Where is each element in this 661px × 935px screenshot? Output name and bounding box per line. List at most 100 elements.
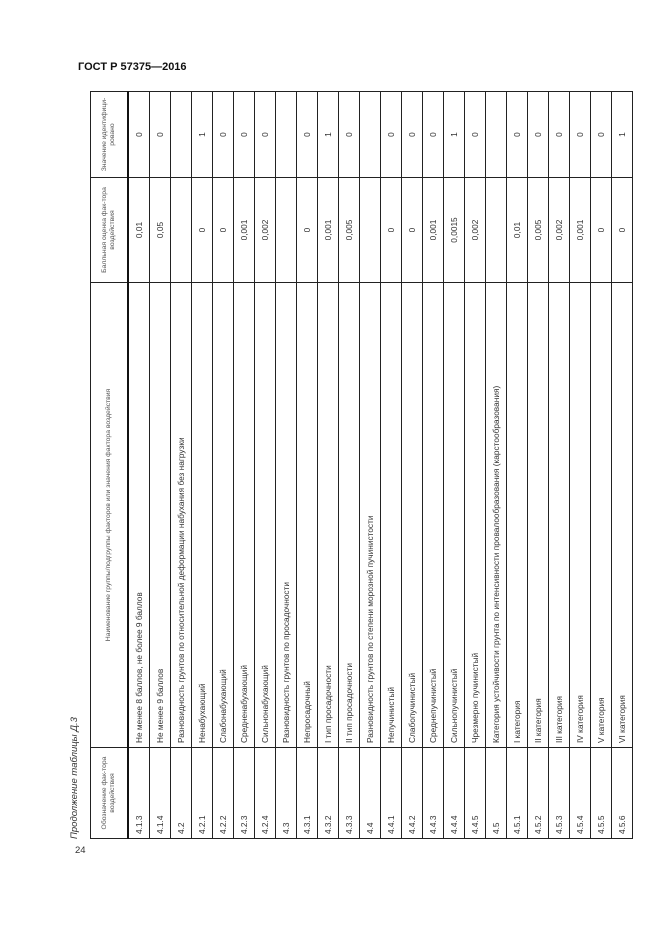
cell-value: 0 bbox=[254, 91, 276, 178]
cell-score bbox=[170, 177, 192, 283]
table-row: 4.2.2 Слабонабухающий 0 0 bbox=[212, 91, 234, 839]
cell-value: 0 bbox=[422, 91, 444, 178]
table-row: 4.5.3 III категория 0,002 0 bbox=[548, 91, 570, 839]
cell-score: 0,002 bbox=[464, 177, 486, 283]
cell-name: Чрезмерно пучинистый bbox=[464, 282, 486, 748]
table-row: 4.5.2 II категория 0,005 0 bbox=[527, 91, 549, 839]
cell-code: 4.3 bbox=[275, 747, 297, 839]
cell-value: 0 bbox=[212, 91, 234, 178]
cell-value: 0 bbox=[506, 91, 528, 178]
cell-name: IV категория bbox=[569, 282, 591, 748]
table-row: 4.2.3 Средненабухающий 0,001 0 bbox=[233, 91, 255, 839]
cell-score: 0,001 bbox=[422, 177, 444, 283]
cell-name: Средненабухающий bbox=[233, 282, 255, 748]
cell-score bbox=[485, 177, 507, 283]
cell-value bbox=[170, 91, 192, 178]
table-row: 4.4.1 Непучинистый 0 0 bbox=[380, 91, 402, 839]
cell-code: 4.4 bbox=[359, 747, 381, 839]
cell-value: 0 bbox=[128, 91, 150, 178]
table-row: 4.1.4 Не менее 9 баллов 0,05 0 bbox=[149, 91, 171, 839]
cell-value: 0 bbox=[401, 91, 423, 178]
table-row: 4.2 Разновидность грунтов по относительно… bbox=[170, 91, 192, 839]
cell-name: II категория bbox=[527, 282, 549, 748]
cell-value: 1 bbox=[443, 91, 465, 178]
cell-score bbox=[359, 177, 381, 283]
cell-name: Ненабухающий bbox=[191, 282, 213, 748]
table-row: 4.3 Разновидность грунтов по просадочност… bbox=[275, 91, 297, 839]
table-header-row: Обозначение фак-тора воздействия Наимено… bbox=[90, 91, 128, 839]
table-row: 4.4.3 Среднепучинистый 0,001 0 bbox=[422, 91, 444, 839]
factors-table: Обозначение фак-тора воздействия Наимено… bbox=[90, 91, 633, 839]
cell-name: III категория bbox=[548, 282, 570, 748]
cell-score: 0 bbox=[401, 177, 423, 283]
cell-value bbox=[485, 91, 507, 178]
cell-value: 1 bbox=[317, 91, 339, 178]
cell-value: 0 bbox=[149, 91, 171, 178]
rotated-table: Обозначение фак-тора воздействия Наимено… bbox=[90, 91, 633, 839]
page-number: 24 bbox=[75, 845, 86, 856]
cell-score: 0 bbox=[212, 177, 234, 283]
cell-name: Разновидность грунтов по относительной д… bbox=[170, 282, 192, 748]
column-header-score: Балльная оценка фак-тора воздействия bbox=[90, 177, 128, 283]
cell-code: 4.4.3 bbox=[422, 747, 444, 839]
table-row: 4.4.5 Чрезмерно пучинистый 0,002 0 bbox=[464, 91, 486, 839]
cell-code: 4.5.4 bbox=[569, 747, 591, 839]
table-row: 4.3.1 Непросадочный 0 0 bbox=[296, 91, 318, 839]
cell-value bbox=[275, 91, 297, 178]
cell-value: 0 bbox=[464, 91, 486, 178]
table-row: 4.4.2 Слабопучинистый 0 0 bbox=[401, 91, 423, 839]
cell-value: 1 bbox=[191, 91, 213, 178]
cell-score: 0 bbox=[380, 177, 402, 283]
cell-value: 0 bbox=[527, 91, 549, 178]
cell-name: Разновидность грунтов по просадочности bbox=[275, 282, 297, 748]
table-row: 4.5.5 V категория 0 0 bbox=[590, 91, 612, 839]
cell-score: 0,001 bbox=[569, 177, 591, 283]
cell-code: 4.5.5 bbox=[590, 747, 612, 839]
cell-name: I тип просадочности bbox=[317, 282, 339, 748]
cell-name: Слабонабухающий bbox=[212, 282, 234, 748]
document-title: ГОСТ Р 57375—2016 bbox=[78, 61, 187, 73]
cell-value: 0 bbox=[569, 91, 591, 178]
table-row: 4.4.4 Сильнопучинистый 0,0015 1 bbox=[443, 91, 465, 839]
table-row: 4.5 Категория устойчивости грунта по инте… bbox=[485, 91, 507, 839]
cell-name: VI категория bbox=[611, 282, 633, 748]
cell-code: 4.2.3 bbox=[233, 747, 255, 839]
cell-name: V категория bbox=[590, 282, 612, 748]
cell-value: 0 bbox=[548, 91, 570, 178]
table-row: 4.3.2 I тип просадочности 0,001 1 bbox=[317, 91, 339, 839]
cell-code: 4.5.2 bbox=[527, 747, 549, 839]
table-row: 4.4 Разновидность грунтов по степени моро… bbox=[359, 91, 381, 839]
cell-score: 0 bbox=[191, 177, 213, 283]
cell-score: 0,002 bbox=[254, 177, 276, 283]
cell-code: 4.4.1 bbox=[380, 747, 402, 839]
cell-code: 4.2 bbox=[170, 747, 192, 839]
table-row: 4.5.4 IV категория 0,001 0 bbox=[569, 91, 591, 839]
table-row: 4.5.1 I категория 0,01 0 bbox=[506, 91, 528, 839]
cell-code: 4.4.2 bbox=[401, 747, 423, 839]
cell-score: 0,002 bbox=[548, 177, 570, 283]
cell-name: Непросадочный bbox=[296, 282, 318, 748]
cell-score: 0 bbox=[611, 177, 633, 283]
table-row: 4.1.3 Не менее 8 баллов, не более 9 балло… bbox=[128, 91, 150, 839]
cell-code: 4.2.1 bbox=[191, 747, 213, 839]
cell-code: 4.1.4 bbox=[149, 747, 171, 839]
cell-name: Не менее 9 баллов bbox=[149, 282, 171, 748]
table-row: 4.2.1 Ненабухающий 0 1 bbox=[191, 91, 213, 839]
cell-value: 0 bbox=[338, 91, 360, 178]
cell-name: Слабопучинистый bbox=[401, 282, 423, 748]
cell-score: 0,005 bbox=[338, 177, 360, 283]
column-header-code: Обозначение фак-тора воздействия bbox=[90, 747, 128, 839]
cell-score: 0,001 bbox=[317, 177, 339, 283]
cell-score: 0,005 bbox=[527, 177, 549, 283]
cell-score: 0,001 bbox=[233, 177, 255, 283]
cell-code: 4.5.6 bbox=[611, 747, 633, 839]
column-header-value: Значение идентифици-ровано bbox=[90, 91, 128, 178]
cell-score: 0,01 bbox=[506, 177, 528, 283]
cell-code: 4.3.3 bbox=[338, 747, 360, 839]
cell-value: 0 bbox=[296, 91, 318, 178]
cell-code: 4.5 bbox=[485, 747, 507, 839]
cell-code: 4.4.4 bbox=[443, 747, 465, 839]
cell-name: Не менее 8 баллов, не более 9 баллов bbox=[128, 282, 150, 748]
cell-name: I категория bbox=[506, 282, 528, 748]
